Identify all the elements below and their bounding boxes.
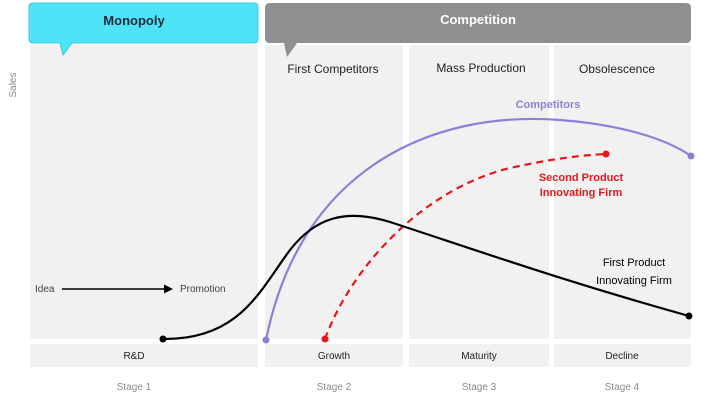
- first-product-label-line2: Innovating Firm: [596, 275, 672, 287]
- stage4-label: Stage 4: [605, 382, 640, 393]
- stage1-label: Stage 1: [117, 382, 152, 393]
- phase-maturity-bar: [409, 344, 549, 367]
- idea-label: Idea: [35, 284, 55, 295]
- phase-decline-label: Decline: [605, 351, 639, 362]
- competitors-end-point: [687, 152, 695, 160]
- first-product-end-point: [685, 312, 693, 320]
- phase-growth-bar: [265, 344, 403, 367]
- y-axis-label: Sales: [8, 72, 19, 97]
- column-obsolescence: Obsolescence: [579, 62, 655, 76]
- competition-label: Competition: [440, 12, 516, 27]
- stage3-label: Stage 3: [462, 382, 497, 393]
- monopoly-label: Monopoly: [103, 13, 165, 28]
- stage3-panel: [409, 45, 549, 339]
- phase-decline-bar: [554, 344, 691, 367]
- phase-maturity-label: Maturity: [461, 351, 497, 362]
- promotion-label: Promotion: [180, 284, 226, 295]
- first-product-start-point: [159, 335, 167, 343]
- competitors-curve: Competitors: [262, 99, 695, 344]
- stage4-panel: [554, 45, 691, 339]
- column-first-competitors: First Competitors: [287, 62, 378, 76]
- second-product-label-line1: Second Product: [539, 172, 624, 184]
- stage1-panel: [30, 45, 258, 339]
- stage2-label: Stage 2: [317, 382, 352, 393]
- second-product-start-point: [321, 335, 329, 343]
- competitors-label: Competitors: [516, 99, 581, 111]
- stage2-panel: [265, 45, 403, 339]
- phase-rd-label: R&D: [123, 351, 144, 362]
- phase-rd-bar: [30, 344, 258, 367]
- first-product-curve: First Product Innovating Firm: [159, 214, 693, 343]
- monopoly-header: Monopoly: [28, 2, 259, 57]
- column-mass-production: Mass Production: [436, 61, 525, 75]
- second-product-label-line2: Innovating Firm: [540, 187, 623, 199]
- competition-header: Competition: [265, 3, 691, 57]
- first-product-label-line1: First Product: [603, 257, 665, 269]
- arrow-head-icon: [164, 284, 173, 294]
- phase-growth-label: Growth: [318, 351, 350, 362]
- competitors-start-point: [262, 336, 270, 344]
- second-product-end-point: [602, 150, 610, 158]
- second-product-curve: Second Product Innovating Firm: [321, 150, 624, 343]
